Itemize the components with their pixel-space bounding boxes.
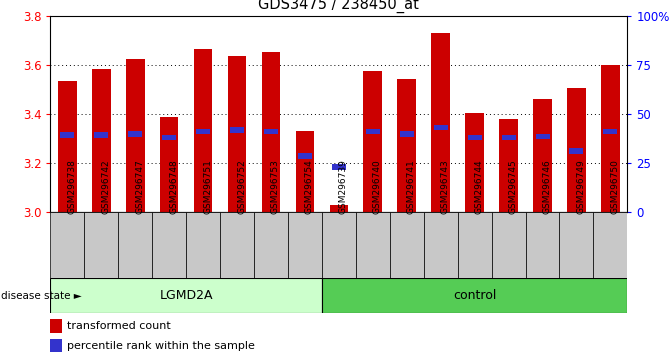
Text: GSM296738: GSM296738 bbox=[67, 160, 76, 215]
Bar bbox=[227, 56, 246, 212]
Text: GSM296752: GSM296752 bbox=[237, 160, 246, 215]
Text: LGMD2A: LGMD2A bbox=[159, 289, 213, 302]
Bar bbox=[50, 278, 322, 313]
Bar bbox=[431, 33, 450, 212]
Bar bbox=[60, 132, 74, 138]
Bar bbox=[126, 59, 144, 212]
Text: control: control bbox=[453, 289, 497, 302]
Title: GDS3475 / 238450_at: GDS3475 / 238450_at bbox=[258, 0, 419, 13]
Text: GSM296745: GSM296745 bbox=[509, 160, 517, 215]
Bar bbox=[262, 52, 280, 212]
Text: GSM296739: GSM296739 bbox=[339, 160, 348, 215]
Bar bbox=[94, 132, 108, 138]
Bar bbox=[186, 212, 220, 278]
Text: GSM296754: GSM296754 bbox=[305, 160, 314, 215]
Text: GSM296747: GSM296747 bbox=[135, 160, 144, 215]
Bar bbox=[329, 205, 348, 212]
Bar bbox=[322, 278, 627, 313]
Bar bbox=[288, 212, 322, 278]
Bar bbox=[118, 212, 152, 278]
Bar bbox=[535, 133, 550, 139]
Bar bbox=[593, 212, 627, 278]
Bar bbox=[196, 129, 210, 134]
Bar bbox=[499, 119, 518, 212]
Text: GSM296746: GSM296746 bbox=[543, 160, 552, 215]
Bar bbox=[502, 135, 515, 140]
Text: GSM296748: GSM296748 bbox=[169, 160, 178, 215]
Bar bbox=[533, 99, 552, 212]
Bar bbox=[601, 65, 620, 212]
Bar bbox=[390, 212, 423, 278]
Bar bbox=[468, 135, 482, 140]
Bar bbox=[230, 127, 244, 133]
Bar bbox=[356, 212, 390, 278]
Bar bbox=[58, 81, 76, 212]
Bar bbox=[458, 212, 492, 278]
Bar bbox=[50, 212, 85, 278]
Text: GSM296751: GSM296751 bbox=[203, 160, 212, 215]
Text: transformed count: transformed count bbox=[67, 321, 171, 331]
Bar bbox=[298, 153, 312, 159]
Bar bbox=[400, 131, 414, 137]
Bar bbox=[603, 129, 617, 134]
Bar bbox=[160, 116, 178, 212]
Bar bbox=[295, 131, 314, 212]
Text: GSM296742: GSM296742 bbox=[101, 160, 110, 215]
Bar bbox=[152, 212, 186, 278]
Text: GSM296744: GSM296744 bbox=[474, 160, 484, 215]
Text: GSM296749: GSM296749 bbox=[576, 160, 586, 215]
Bar bbox=[560, 212, 593, 278]
Bar bbox=[322, 212, 356, 278]
Text: GSM296741: GSM296741 bbox=[407, 160, 416, 215]
Text: GSM296743: GSM296743 bbox=[441, 160, 450, 215]
Bar bbox=[567, 88, 586, 212]
Bar bbox=[162, 135, 176, 140]
Bar bbox=[364, 71, 382, 212]
Bar bbox=[128, 131, 142, 137]
Text: GSM296753: GSM296753 bbox=[271, 160, 280, 215]
Text: percentile rank within the sample: percentile rank within the sample bbox=[67, 341, 255, 350]
Bar bbox=[433, 125, 448, 130]
Bar bbox=[423, 212, 458, 278]
Bar bbox=[465, 113, 484, 212]
Bar bbox=[194, 49, 213, 212]
Text: GSM296750: GSM296750 bbox=[611, 160, 619, 215]
Bar bbox=[264, 129, 278, 134]
Text: GSM296740: GSM296740 bbox=[373, 160, 382, 215]
Bar bbox=[525, 212, 560, 278]
Bar bbox=[332, 164, 346, 170]
Bar bbox=[397, 79, 416, 212]
Bar bbox=[254, 212, 288, 278]
Bar bbox=[220, 212, 254, 278]
Text: disease state ►: disease state ► bbox=[1, 291, 81, 301]
Bar bbox=[92, 69, 111, 212]
Bar bbox=[570, 148, 584, 154]
Bar bbox=[492, 212, 525, 278]
Bar bbox=[85, 212, 118, 278]
Bar bbox=[366, 129, 380, 134]
